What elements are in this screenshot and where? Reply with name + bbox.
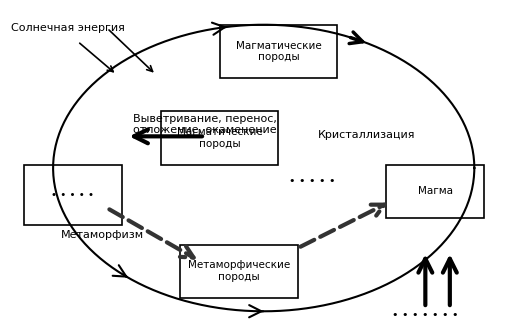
FancyBboxPatch shape xyxy=(219,25,336,78)
FancyBboxPatch shape xyxy=(160,111,278,165)
Text: Магма: Магма xyxy=(417,186,452,196)
FancyBboxPatch shape xyxy=(23,165,122,225)
Text: Метаморфизм: Метаморфизм xyxy=(61,229,144,240)
FancyBboxPatch shape xyxy=(180,245,297,298)
Text: • • • • • • •: • • • • • • • xyxy=(391,309,458,320)
Text: Кристаллизация: Кристаллизация xyxy=(317,130,414,140)
Text: Магматические
породы: Магматические породы xyxy=(177,127,262,149)
Text: Магматические
породы: Магматические породы xyxy=(235,41,321,62)
Text: Выветривание, перенос,
отложение, окаменение: Выветривание, перенос, отложение, окамен… xyxy=(133,114,276,135)
Text: • • • • •: • • • • • xyxy=(289,176,335,186)
Text: Метаморфические
породы: Метаморфические породы xyxy=(188,260,290,282)
Text: • • • • •: • • • • • xyxy=(51,190,94,200)
Text: Солнечная энергия: Солнечная энергия xyxy=(11,23,125,33)
FancyBboxPatch shape xyxy=(385,165,483,218)
